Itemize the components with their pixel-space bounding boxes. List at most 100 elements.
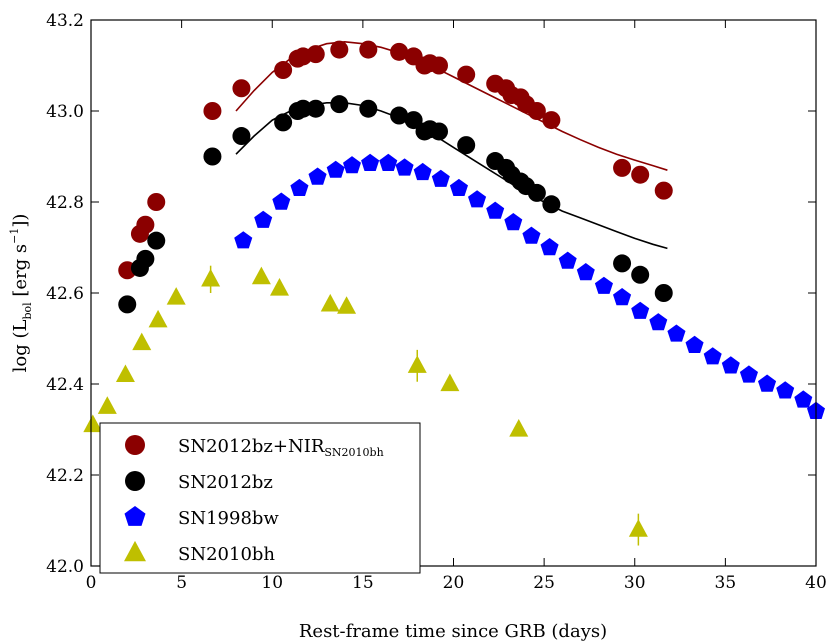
data-point [631, 301, 650, 319]
y-tick-label: 42.8 [46, 193, 84, 213]
data-point [613, 158, 632, 177]
y-tick-label: 43.2 [46, 11, 84, 31]
data-point [254, 210, 273, 228]
x-tick-label: 5 [176, 573, 187, 593]
data-point [136, 215, 155, 234]
data-point [558, 251, 577, 269]
data-point [613, 254, 632, 273]
series-3 [83, 265, 648, 546]
data-point [776, 381, 795, 399]
data-point [147, 231, 166, 250]
data-point [274, 61, 293, 80]
data-point [457, 65, 476, 84]
legend-marker [124, 540, 146, 562]
data-point [509, 419, 529, 437]
legend-label: SN2012bz [178, 472, 273, 493]
y-axis-label: log (Lbol [erg s−1]) [8, 214, 34, 373]
data-point [390, 42, 409, 61]
legend-box [99, 422, 421, 574]
legend-label: SN1998bw [178, 508, 279, 529]
legend-marker [125, 435, 145, 455]
data-point [97, 396, 117, 414]
y-tick-label: 42.6 [46, 284, 84, 304]
data-point [504, 213, 523, 231]
series-1 [118, 95, 673, 314]
data-point [449, 178, 468, 196]
data-point [203, 102, 222, 120]
data-point [330, 40, 349, 59]
legend-entry-1: SN2012bz [125, 471, 273, 493]
data-point [594, 276, 613, 294]
data-point [468, 190, 487, 208]
y-tick-label: 43.0 [46, 102, 84, 122]
data-point [794, 390, 813, 408]
data-point [320, 293, 340, 312]
data-point [721, 356, 740, 374]
data-point [115, 364, 135, 383]
data-point [83, 414, 103, 433]
x-tick-label: 25 [533, 573, 555, 593]
data-point [147, 193, 166, 211]
data-point [232, 127, 251, 146]
data-point [527, 102, 546, 120]
x-axis-label: Rest-frame time since GRB (days) [299, 621, 607, 642]
data-point [613, 288, 632, 306]
data-point [359, 40, 378, 59]
data-point [628, 519, 648, 537]
data-point [758, 374, 777, 392]
data-point [631, 265, 650, 284]
data-point [440, 373, 460, 392]
data-point [290, 178, 309, 196]
data-point [294, 99, 313, 118]
x-tick-label: 10 [261, 573, 283, 593]
x-tick-label: 15 [352, 573, 374, 593]
data-point [234, 231, 253, 249]
data-point [413, 162, 432, 181]
legend-entry-3: SN2010bh [124, 540, 275, 565]
data-point [486, 201, 505, 219]
data-point [649, 313, 668, 331]
data-point [201, 268, 221, 287]
data-point [379, 153, 398, 171]
data-point [739, 365, 758, 383]
legend: SN2012bz+NIRSN2010bh SN2012bz SN1998bw SN20… [99, 422, 421, 574]
data-point [395, 158, 414, 176]
data-point [166, 287, 186, 305]
y-tick-label: 42.4 [46, 375, 84, 395]
y-tick-label: 42.0 [46, 557, 84, 577]
data-point [337, 296, 357, 314]
legend-label: SN2010bh [178, 544, 275, 565]
data-point [390, 106, 409, 125]
series-0 [118, 40, 673, 280]
data-point [404, 111, 423, 130]
data-point [148, 309, 168, 328]
data-point [430, 122, 448, 141]
data-point [685, 335, 704, 353]
data-point [654, 284, 673, 302]
data-point [667, 324, 686, 342]
x-tick-label: 40 [805, 573, 827, 593]
data-point [542, 111, 561, 130]
data-point [654, 181, 673, 200]
data-point [136, 249, 155, 268]
data-point [232, 79, 251, 98]
data-point [132, 332, 152, 351]
data-point [272, 192, 291, 210]
data-point [430, 56, 448, 75]
legend-entry-0: SN2012bz+NIRSN2010bh [125, 435, 384, 459]
data-point [306, 45, 325, 64]
legend-marker [124, 506, 146, 526]
data-markers [83, 40, 825, 546]
data-point [330, 95, 349, 114]
data-point [308, 167, 327, 185]
series-2 [234, 153, 825, 419]
data-point [576, 263, 595, 281]
data-point [527, 183, 546, 202]
data-point [326, 160, 345, 178]
x-tick-label: 0 [86, 573, 97, 593]
data-point [343, 156, 361, 174]
data-point [270, 278, 289, 296]
data-point [542, 195, 561, 214]
legend-marker [125, 471, 145, 491]
